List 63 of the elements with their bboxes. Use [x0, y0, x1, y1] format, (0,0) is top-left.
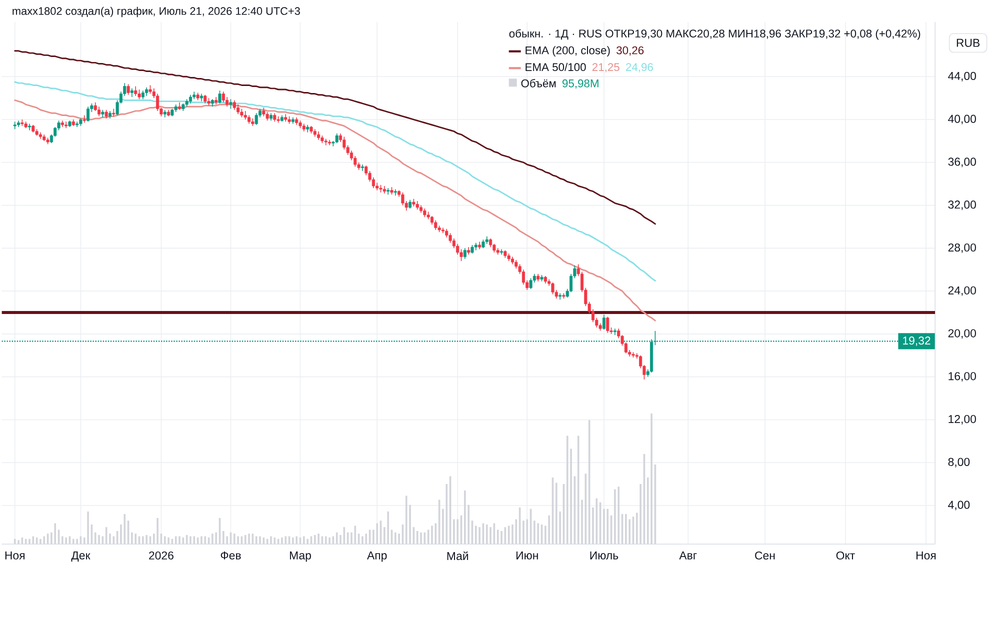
legend-label: EMA (200, close) [526, 46, 610, 57]
candlestick [372, 177, 375, 189]
x-tick-label: Июн [516, 551, 538, 560]
candlestick [138, 89, 141, 100]
x-tick-label: 2026 [149, 551, 174, 560]
candlestick [236, 104, 240, 115]
y-tick-label: 44,00 [948, 72, 976, 82]
candlestick [82, 114, 86, 124]
text: обыкн. · 1Д · RUS ОТКР19,30 МАКС20,28 МИН18,96 ЗАКР19,32 +0,08 (+0,42%) [509, 29, 920, 40]
y-tick-label: 40,00 [948, 114, 976, 124]
candlestick [254, 112, 258, 126]
candlestick [232, 100, 236, 110]
candlestick [218, 90, 222, 104]
x-tick-label: Май [447, 551, 468, 560]
candlestick [613, 328, 616, 336]
candlestick [222, 91, 225, 103]
candlestick [126, 84, 130, 96]
candlestick [434, 220, 438, 230]
candlestick [386, 188, 390, 195]
x-tick-label: Июль [590, 551, 618, 560]
candlestick [86, 106, 90, 122]
y-tick-label: 24,00 [948, 286, 976, 296]
legend-label: EMA 50/100 [526, 62, 586, 72]
x-tick-label: Ноя [5, 551, 24, 560]
annotation: 95,98M [562, 79, 598, 89]
candlestick [335, 133, 338, 144]
x-tick-label: Дек [71, 551, 90, 562]
candlestick [394, 188, 397, 196]
y-tick-label: 28,00 [948, 243, 976, 253]
y-tick-label: 20,00 [948, 329, 976, 339]
ref-line-label: 19,32 [903, 336, 930, 346]
annotation: 21,25 [592, 63, 620, 72]
candlestick [463, 248, 466, 260]
candlestick [529, 278, 532, 290]
annotation: 24,96 [626, 63, 653, 72]
x-tick-label: Окт [836, 551, 855, 560]
legend-label: Объём [521, 79, 556, 88]
y-tick-label: 4,00 [948, 500, 970, 510]
y-tick-label: 12,00 [948, 415, 976, 424]
x-tick-label: Апр [367, 551, 387, 562]
y-tick-label: 32,00 [948, 200, 976, 210]
annotation: 30,26 [616, 46, 644, 56]
candlestick [350, 150, 354, 161]
candlestick [602, 314, 606, 330]
chart-title: maxx1802 создал(а) график, Июль 21, 2026 12:40 UTC+3 [12, 6, 300, 18]
y-axis-title: RUB [956, 38, 980, 47]
candlestick [134, 86, 138, 96]
candlestick [558, 292, 562, 300]
y-tick-label: 16,00 [948, 372, 976, 382]
x-tick-label: Авг [679, 551, 697, 560]
candlestick [13, 121, 16, 130]
candlestick [606, 316, 610, 334]
x-tick-label: Мар [290, 551, 311, 562]
y-tick-label: 8,00 [948, 458, 970, 468]
y-tick-label: 36,00 [948, 158, 976, 168]
candlestick [229, 98, 232, 110]
x-tick-label: Ноя [916, 551, 936, 560]
candlestick [551, 282, 554, 295]
x-tick-label: Сен [755, 551, 775, 560]
x-tick-label: Фев [220, 551, 241, 560]
candlestick [98, 106, 101, 117]
candlestick [360, 164, 364, 172]
candlestick [76, 121, 79, 128]
